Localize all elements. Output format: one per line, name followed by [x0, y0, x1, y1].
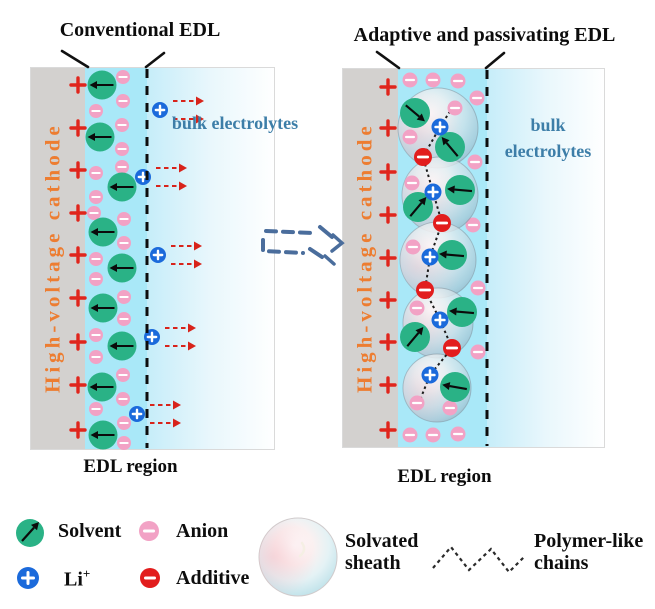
solvent-dipole-arrow-head: [442, 382, 451, 390]
solvent-dipole-arrow-head: [418, 197, 427, 206]
solvent-dipole-arrow-head: [90, 304, 98, 312]
li-migration-arrow-head: [196, 114, 204, 124]
li-ion-icon: [17, 567, 39, 589]
bulk-region: [487, 68, 605, 448]
solvent-dipole-arrow: [445, 142, 459, 157]
edl-region-label-right: EDL region: [397, 466, 492, 487]
edl-region-label-left: EDL region: [83, 456, 178, 477]
bulk-electrolytes-label-left: bulk electrolytes: [171, 113, 299, 133]
solvent-dipole-arrow: [405, 104, 420, 118]
solvent-label: Solvent: [58, 520, 122, 542]
bulk-region: [147, 67, 275, 450]
solvent-dipole-arrow-head: [439, 250, 447, 259]
solvent-dipole-arrow-head: [109, 264, 117, 272]
li-migration-arrow-head: [173, 400, 181, 410]
solvent-dipole-arrow: [454, 188, 473, 193]
title-pointer-line: [60, 49, 90, 69]
li-migration-arrow-head: [173, 418, 181, 428]
solvent-dipole-arrow-head: [416, 113, 425, 122]
solvent-icon: [16, 519, 44, 547]
right-panel-title: Adaptive and passivating EDL: [353, 24, 616, 46]
solvent-dipole-arrow-head: [89, 383, 97, 391]
solvent-dipole-arrow: [409, 202, 423, 217]
additive-label: Additive: [176, 567, 250, 589]
li-migration-arrow-head: [194, 259, 202, 269]
solvent-dipole-arrow-head: [90, 431, 98, 439]
anion-icon: [139, 521, 159, 541]
title-pointer-line: [484, 51, 506, 70]
anion-label: Anion: [176, 520, 229, 542]
title-pointer-line: [144, 51, 166, 69]
solvent-dipole-arrow: [456, 310, 475, 315]
solvent-dipole-arrow-head: [447, 185, 455, 194]
li-migration-arrow-head: [188, 323, 196, 333]
li-label: Li+: [64, 566, 91, 591]
solvated-sheath-label: Solvated sheath: [345, 530, 419, 575]
solvent-dipole-arrow: [446, 253, 465, 258]
li-migration-arrow-head: [188, 341, 196, 351]
conventional-edl-panel: [30, 67, 275, 450]
title-pointer-line: [375, 50, 401, 70]
solvent-dipole-arrow-head: [109, 183, 117, 191]
adaptive-edl-panel: [342, 68, 605, 448]
li-migration-arrow-head: [179, 181, 187, 191]
solvent-dipole-arrow-head: [449, 307, 457, 316]
solvent-dipole-arrow-head: [87, 133, 95, 141]
solvent-dipole-arrow-head: [415, 327, 424, 336]
li-migration-arrow-head: [179, 163, 187, 173]
li-migration-arrow-head: [196, 96, 204, 106]
cathode-label-left: High-voltage cathode: [40, 122, 65, 394]
title-pointer-lines: [60, 49, 506, 70]
solvent-dipole-arrow: [449, 385, 468, 391]
solvent-dipole-arrow-head: [89, 81, 97, 89]
solvent-dipole-arrow-head: [441, 137, 450, 146]
bulk-electrolytes-label-right: bulk electrolytes: [504, 115, 592, 162]
cathode-label-right: High-voltage cathode: [352, 122, 377, 394]
solvated-sheath-icon: [258, 517, 338, 597]
solvent-dipole-arrow-head: [90, 228, 98, 236]
solvent-dipole-arrow: [406, 332, 420, 347]
left-panel-title: Conventional EDL: [59, 19, 221, 41]
panel-border: [342, 68, 605, 448]
polymer-chain-icon: [432, 545, 526, 574]
solvent-dipole-arrow-head: [109, 342, 117, 350]
polymer-chains-label: Polymer-like chains: [534, 530, 644, 575]
li-migration-arrow-head: [194, 241, 202, 251]
additive-icon: [140, 568, 160, 588]
